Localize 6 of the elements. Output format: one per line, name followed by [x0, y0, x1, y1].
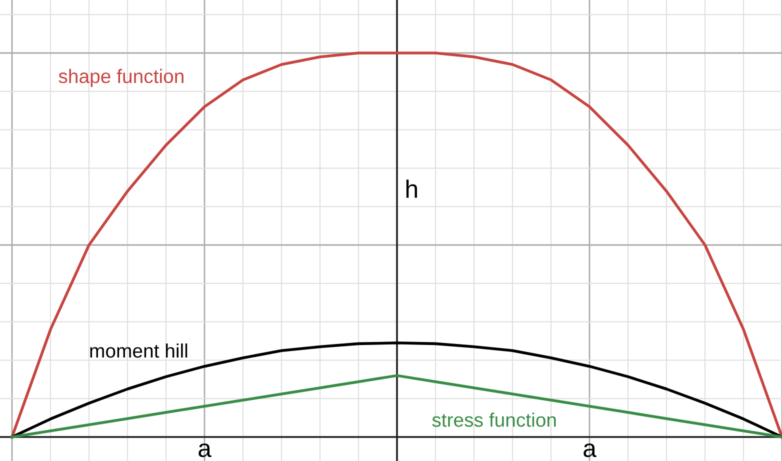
series-label: moment hill [90, 343, 188, 358]
series-label: shape function [58, 68, 184, 88]
text: a [584, 443, 596, 458]
series-label: stress function [432, 412, 556, 427]
annotation: h [406, 180, 417, 198]
text: a [198, 443, 212, 458]
